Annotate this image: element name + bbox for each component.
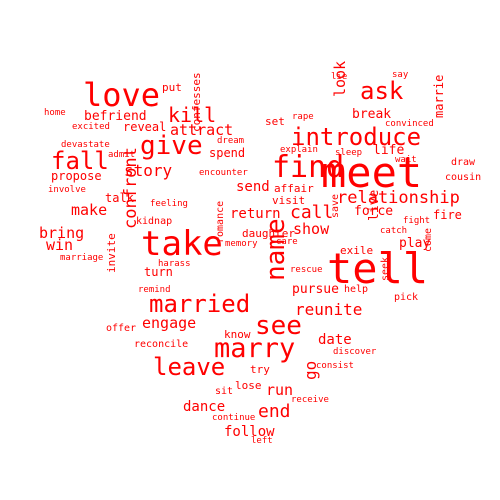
word-return: return — [230, 206, 281, 222]
word-reconcile: reconcile — [134, 339, 189, 350]
word-continue: continue — [212, 413, 256, 423]
word-seek: seek — [380, 256, 391, 281]
word-force: force — [354, 204, 394, 219]
word-set: set — [265, 115, 285, 128]
word-consist: consist — [316, 361, 354, 371]
word-ask: ask — [360, 77, 404, 105]
word-find: find — [272, 150, 345, 185]
word-confesses: confesses — [190, 72, 203, 132]
word-introduce: introduce — [291, 123, 422, 151]
word-save: save — [330, 193, 341, 218]
word-attract: attract — [170, 121, 234, 139]
word-story: story — [124, 161, 173, 180]
word-know: know — [224, 328, 251, 341]
word-come: come — [423, 227, 434, 252]
word-romance: romance — [215, 200, 226, 243]
word-lie: lie — [331, 72, 348, 82]
word-sleep: sleep — [335, 148, 363, 158]
word-say: say — [392, 70, 409, 80]
word-marrie: marrie — [432, 74, 446, 118]
word-encounter: encounter — [199, 168, 248, 178]
word-take: take — [141, 224, 223, 264]
word-excited: excited — [72, 122, 110, 132]
word-reunite: reunite — [295, 300, 363, 319]
word-home: home — [44, 108, 66, 118]
word-married: married — [149, 290, 251, 318]
word-talk: talk — [105, 191, 134, 205]
word-memory: memory — [225, 239, 258, 249]
word-put: put — [162, 81, 182, 94]
word-explain: explain — [280, 145, 318, 155]
word-reveal: reveal — [123, 120, 167, 134]
word-run: run — [266, 381, 294, 399]
word-catch: catch — [380, 226, 408, 236]
word-rape: rape — [292, 112, 314, 122]
word-daughter: daughter — [242, 227, 295, 240]
word-marry: marry — [214, 333, 296, 364]
word-receive: receive — [291, 395, 329, 405]
word-play: play — [399, 236, 431, 251]
word-engage: engage — [142, 314, 197, 332]
word-rescue: rescue — [290, 265, 323, 275]
word-convinced: convinced — [385, 119, 434, 129]
word-devastate: devastate — [61, 140, 110, 150]
word-turn: turn — [144, 265, 173, 279]
word-live: live — [367, 189, 382, 221]
word-remind: remind — [138, 285, 171, 295]
word-leave: leave — [153, 353, 226, 381]
word-spend: spend — [209, 146, 246, 160]
word-end: end — [258, 401, 291, 422]
word-admit: admit — [108, 150, 136, 160]
word-left: left — [251, 436, 273, 446]
word-offer: offer — [106, 323, 137, 334]
word-care: care — [276, 237, 298, 247]
word-win: win — [46, 236, 74, 254]
word-fire: fire — [433, 208, 462, 222]
word-dance: dance — [183, 399, 226, 415]
word-life: life — [373, 143, 405, 158]
word-kidnap: kidnap — [136, 216, 173, 227]
word-break: break — [352, 107, 392, 122]
word-see: see — [255, 311, 302, 341]
word-harass: harass — [158, 259, 191, 269]
word-wait: wait — [395, 155, 417, 165]
word-bring: bring — [39, 224, 85, 242]
word-feeling: feeling — [150, 199, 188, 209]
word-follow: follow — [224, 424, 275, 440]
word-love: love — [83, 76, 161, 114]
word-fight: fight — [403, 216, 431, 226]
word-call: call — [290, 202, 334, 223]
word-visit: visit — [272, 194, 306, 207]
word-kill: kill — [168, 103, 217, 127]
word-affair: affair — [274, 182, 314, 195]
word-draw: draw — [451, 157, 476, 168]
word-marriage: marriage — [60, 253, 104, 263]
word-exile: exile — [340, 244, 374, 257]
word-send: send — [236, 179, 270, 195]
word-tell: tell — [327, 244, 429, 293]
word-make: make — [71, 201, 108, 219]
word-meet: meet — [321, 148, 423, 197]
word-pick: pick — [394, 292, 419, 303]
word-relationship: relationship — [337, 188, 460, 208]
word-invite: invite — [105, 233, 118, 273]
word-discover: discover — [333, 347, 377, 357]
word-lose: lose — [235, 379, 262, 392]
word-date: date — [318, 332, 352, 348]
word-propose: propose — [51, 169, 102, 183]
word-try: try — [250, 363, 270, 376]
word-befriend: befriend — [84, 109, 147, 124]
word-sit: sit — [215, 386, 234, 397]
word-dream: dream — [217, 136, 245, 146]
word-involve: involve — [48, 185, 86, 195]
word-help: help — [344, 284, 369, 295]
word-show: show — [293, 220, 330, 238]
word-fall: fall — [51, 147, 109, 175]
word-cousin: cousin — [445, 172, 482, 183]
word-give: give — [140, 131, 203, 161]
word-pursue: pursue — [292, 282, 339, 297]
